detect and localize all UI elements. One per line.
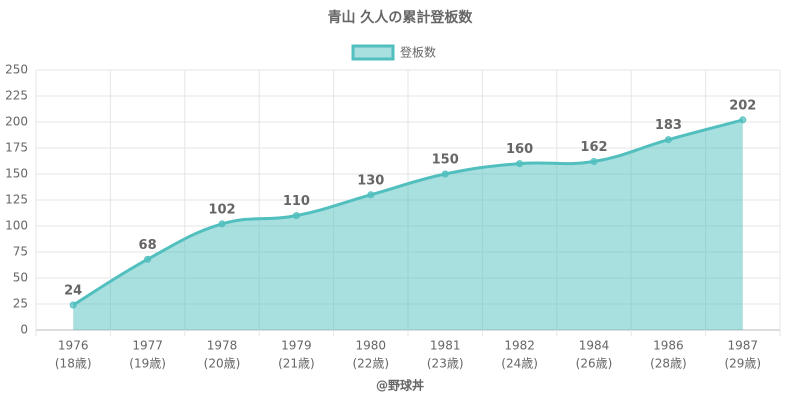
y-tick-label: 50: [13, 271, 28, 285]
data-label: 183: [655, 118, 682, 133]
y-tick-label: 75: [13, 245, 28, 259]
y-tick-label: 25: [13, 297, 28, 311]
x-tick-label: 1982: [504, 339, 535, 353]
x-tick-label: 1978: [207, 339, 238, 353]
x-tick-label: 1979: [281, 339, 312, 353]
y-tick-label: 175: [5, 141, 28, 155]
point: [367, 191, 375, 199]
data-label: 68: [139, 238, 157, 253]
x-tick-sublabel: (29歳): [724, 357, 761, 371]
x-axis-label: @野球丼: [376, 378, 424, 393]
x-tick-label: 1981: [430, 339, 461, 353]
point: [292, 212, 300, 220]
line: [72, 118, 744, 307]
x-tick-label: 1977: [132, 339, 163, 353]
point: [69, 301, 77, 309]
x-tick-sublabel: (19歳): [129, 357, 166, 371]
point: [441, 170, 449, 178]
x-tick-label: 1980: [356, 339, 387, 353]
point: [664, 136, 672, 144]
point: [590, 158, 598, 166]
x-tick-sublabel: (20歳): [204, 357, 241, 371]
y-tick-label: 150: [5, 167, 28, 181]
x-tick-sublabel: (28歳): [650, 357, 687, 371]
y-tick-label: 100: [5, 219, 28, 233]
point: [144, 255, 152, 263]
data-label: 150: [432, 153, 459, 168]
data-label: 162: [580, 140, 607, 155]
y-tick-label: 200: [5, 115, 28, 129]
x-tick-sublabel: (26歳): [576, 357, 613, 371]
data-label: 24: [64, 284, 82, 299]
area: [73, 119, 743, 330]
x-tick-sublabel: (24歳): [501, 357, 538, 371]
data-label: 110: [283, 194, 310, 209]
point: [739, 116, 747, 124]
point: [218, 220, 226, 228]
x-tick-label: 1976: [58, 339, 89, 353]
legend-swatch: [351, 44, 395, 61]
point: [516, 160, 524, 168]
data-label: 202: [729, 98, 756, 113]
chart-title: 青山 久人の累計登板数: [328, 9, 474, 26]
data-label: 130: [357, 173, 384, 188]
y-tick-label: 225: [5, 89, 28, 103]
x-tick-sublabel: (22歳): [352, 357, 389, 371]
data-label: 102: [208, 202, 235, 217]
data-label: 160: [506, 142, 533, 157]
y-tick-label: 250: [5, 63, 28, 77]
x-tick-label: 1984: [579, 339, 610, 353]
x-tick-sublabel: (23歳): [427, 357, 464, 371]
x-tick-sublabel: (18歳): [55, 357, 92, 371]
x-tick-label: 1986: [653, 339, 684, 353]
legend-label: 登板数: [400, 45, 436, 60]
y-tick-label: 125: [5, 193, 28, 207]
x-tick-label: 1987: [728, 339, 759, 353]
x-tick-sublabel: (21歳): [278, 357, 315, 371]
y-tick-label: 0: [20, 323, 28, 337]
